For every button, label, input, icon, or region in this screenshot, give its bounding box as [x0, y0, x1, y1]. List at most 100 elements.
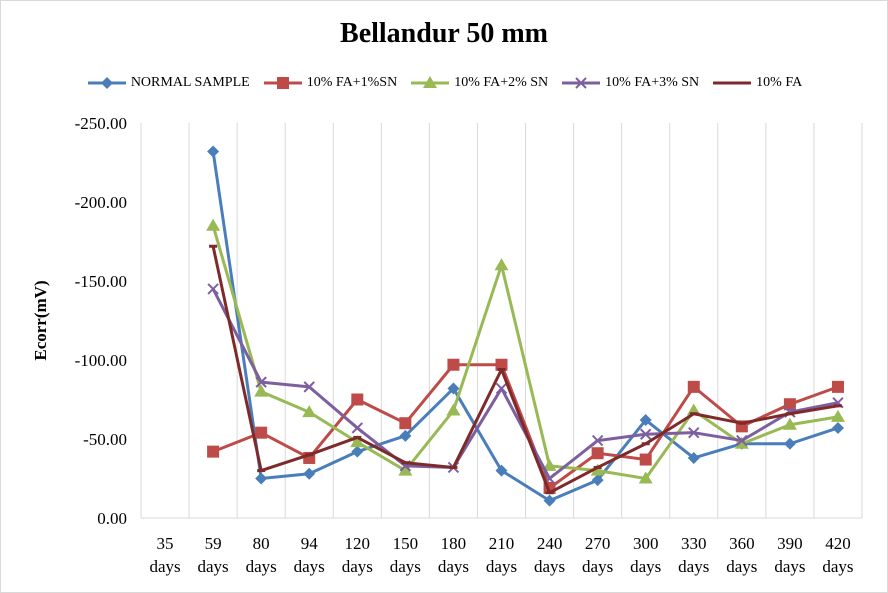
legend-label: 10% FA+1%SN [306, 75, 398, 90]
x-tick-label: days [390, 557, 421, 576]
square-marker [447, 358, 460, 371]
triangle-marker [398, 463, 413, 476]
triangle-marker [206, 218, 221, 231]
series-line [211, 151, 839, 503]
x-tick-label: days [582, 557, 613, 576]
x-tick-label: 150 [393, 534, 419, 553]
dash-marker [833, 404, 842, 408]
triangle-marker [254, 384, 269, 397]
x-marker [639, 428, 652, 440]
x-tick-label: days [774, 557, 805, 576]
dash-marker [497, 367, 506, 371]
x-marker [688, 426, 700, 439]
y-tick-label: -150.00 [75, 272, 127, 291]
series-line [212, 363, 839, 490]
x-tick-label: days [822, 557, 853, 576]
x-tick-label: days [438, 557, 469, 576]
x-tick-label: 270 [585, 534, 611, 553]
square-marker [351, 393, 364, 406]
triangle-marker [494, 258, 509, 271]
square-marker [255, 426, 268, 439]
dash-marker [545, 491, 554, 495]
legend-swatch [411, 76, 450, 88]
legend-swatch [87, 77, 126, 89]
square-marker [207, 445, 220, 458]
diamond-marker [207, 145, 220, 158]
x-tick-label: 94 [301, 534, 319, 553]
y-tick-label: -50.00 [83, 430, 127, 449]
legend-label: NORMAL SAMPLE [130, 75, 250, 90]
triangle-marker [734, 436, 749, 449]
diamond-marker [591, 474, 604, 487]
diamond-marker [543, 494, 556, 507]
dash-marker [305, 453, 314, 457]
x-tick-label: 210 [489, 534, 515, 553]
square-marker [783, 398, 796, 411]
diamond-marker [255, 472, 268, 485]
x-tick-label: 35 [157, 534, 174, 553]
legend-swatch [713, 81, 752, 85]
dash-marker [785, 412, 794, 416]
dash-marker [689, 412, 698, 416]
x-tick-label: 180 [441, 534, 467, 553]
triangle-marker [350, 435, 365, 448]
x-tick-label: days [294, 557, 325, 576]
x-marker [207, 283, 219, 295]
series-10-fa [209, 244, 842, 495]
legend-item: 10% FA+2% SN [409, 75, 548, 91]
legend-label: 10% FA+2% SN [454, 75, 549, 90]
x-marker [591, 434, 604, 447]
x-marker [255, 376, 267, 388]
x-tick-label: days [246, 557, 277, 576]
x-tick-label: 59 [205, 534, 222, 553]
x-tick-label: 420 [825, 534, 851, 553]
y-tick-label: -100.00 [75, 351, 127, 370]
y-axis-label: Ecorr(mV) [31, 280, 50, 360]
dash-marker [728, 81, 737, 85]
square-marker [831, 380, 844, 393]
diamond-marker [687, 451, 700, 464]
x-tick-label: days [630, 557, 661, 576]
legend-swatch [562, 77, 601, 89]
x-tick-label: days [149, 557, 180, 576]
square-marker [276, 77, 289, 89]
legend-item: 10% FA+1%SN [262, 75, 397, 91]
diamond-marker [639, 414, 652, 427]
dash-marker [353, 435, 362, 439]
x-tick-label: days [486, 557, 517, 576]
triangle-marker [590, 463, 605, 476]
dash-marker [641, 442, 650, 446]
legend-label: 10% FA+3% SN [605, 75, 700, 90]
dash-marker [449, 465, 458, 469]
legend-label: 10% FA [756, 75, 803, 90]
triangle-marker [446, 403, 461, 416]
x-marker [351, 422, 364, 434]
legend-item: NORMAL SAMPLE [86, 75, 250, 91]
x-tick-label: days [678, 557, 709, 576]
x-tick-label: days [534, 557, 565, 576]
square-marker [495, 358, 508, 371]
diamond-marker [100, 77, 113, 89]
x-tick-label: 80 [253, 534, 270, 553]
dash-marker [209, 244, 218, 248]
square-marker [399, 417, 412, 430]
legend: NORMAL SAMPLE 10% FA+1%SN 10% FA+2% SN 10% … [0, 75, 888, 91]
triangle-marker [542, 458, 557, 471]
legend-swatch [263, 77, 302, 89]
x-tick-label: 300 [633, 534, 659, 553]
triangle-marker [830, 409, 845, 422]
x-tick-label: 120 [345, 534, 371, 553]
square-marker [639, 453, 652, 466]
legend-item: 10% FA [711, 75, 802, 91]
x-tick-label: 360 [729, 534, 755, 553]
diamond-marker [399, 429, 412, 442]
x-marker [575, 77, 587, 89]
x-tick-label: days [342, 557, 373, 576]
dash-marker [257, 469, 266, 473]
y-tick-label: -200.00 [75, 193, 127, 212]
x-tick-label: days [726, 557, 757, 576]
triangle-marker [782, 417, 797, 430]
x-tick-label: 240 [537, 534, 563, 553]
triangle-marker [423, 76, 438, 88]
